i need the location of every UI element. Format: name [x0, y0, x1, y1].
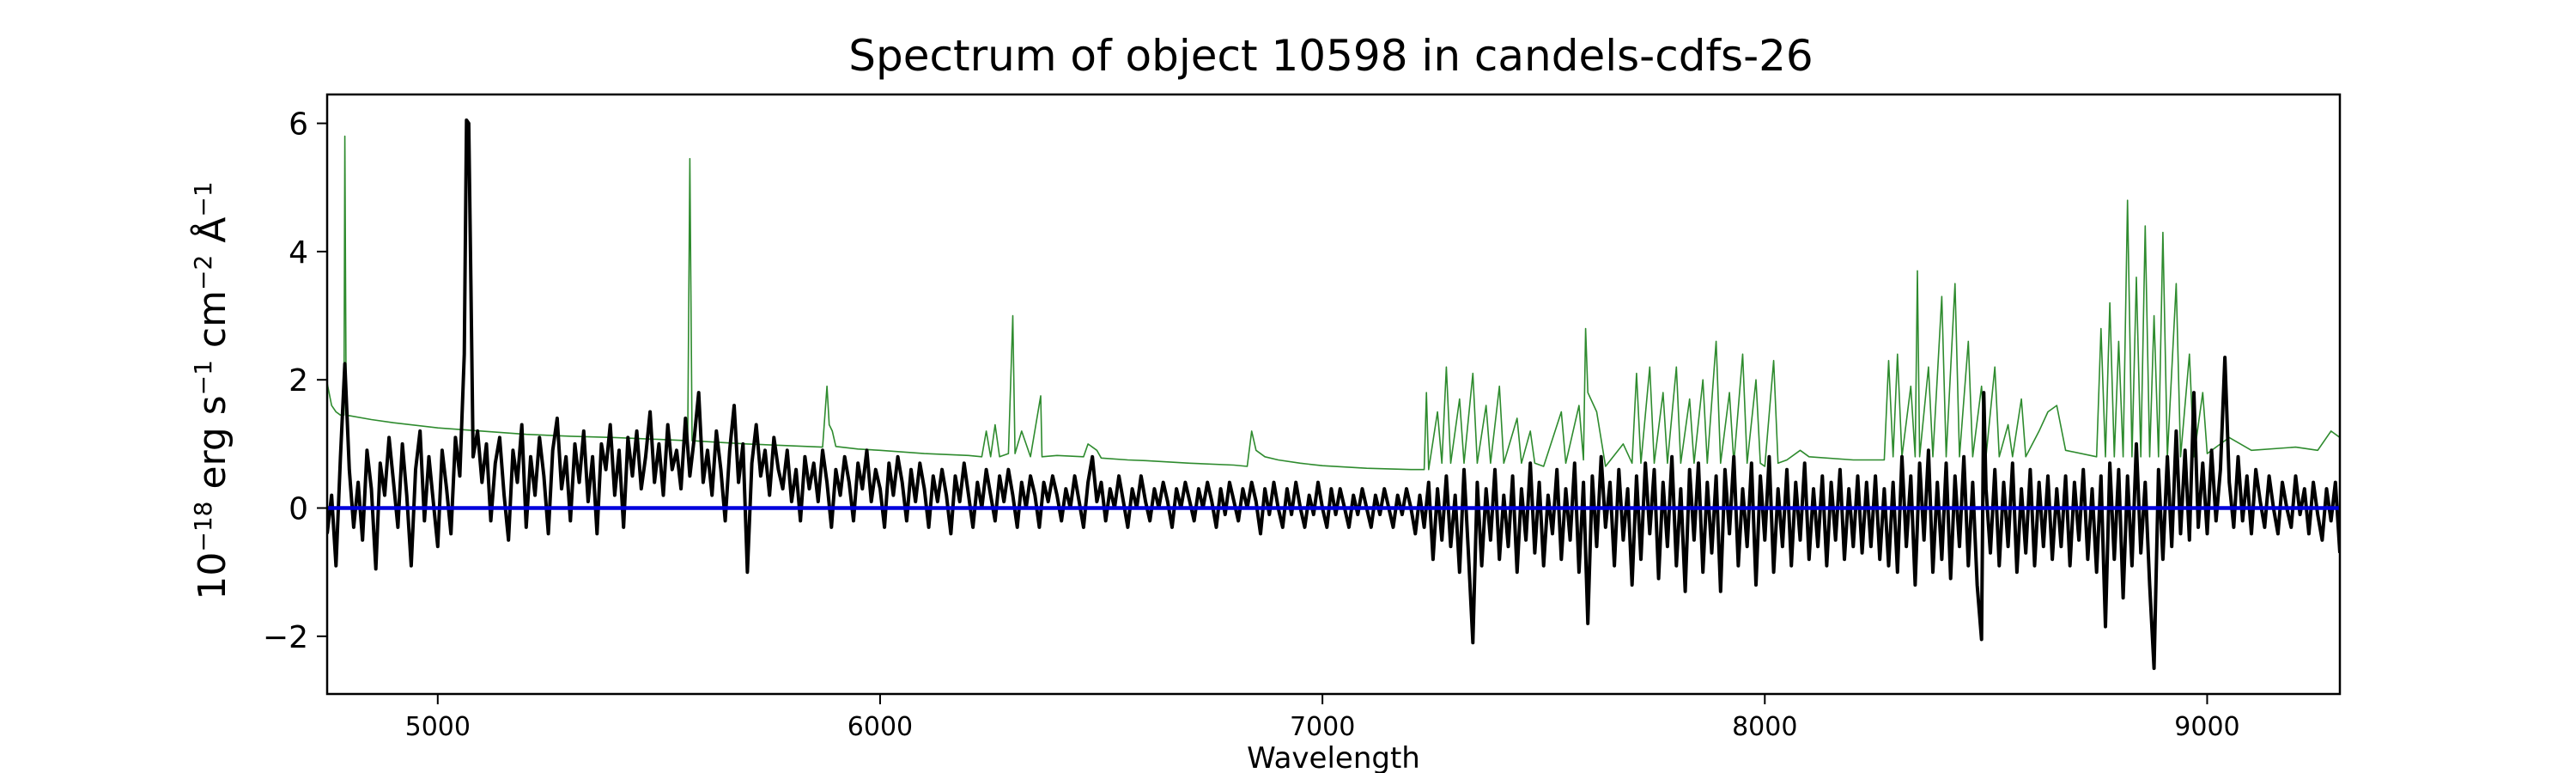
x-tick-label: 8000 [1732, 712, 1797, 742]
y-axis-label: 10−18 erg s−1 cm−2 Å−1 [189, 181, 235, 600]
y-tick-label: 6 [289, 107, 308, 143]
ylabel-unit-cm: cm [191, 290, 234, 360]
model-template-line [327, 135, 2340, 471]
tick-layer: 5000 6000 7000 8000 9000 −2 0 2 4 6 [263, 107, 2240, 742]
ylabel-exp-4: −1 [189, 181, 217, 216]
axes-frame [325, 93, 2342, 696]
plot-area [327, 118, 2340, 671]
x-tick-label: 5000 [405, 712, 471, 742]
ylabel-exp-2: −1 [189, 360, 217, 395]
ylabel-exp-1: −18 [189, 502, 217, 552]
ylabel-unit-erg: erg s [191, 395, 234, 501]
ylabel-base: 10 [191, 552, 234, 600]
object-spectrum-line [327, 118, 2340, 671]
y-tick-label: 0 [289, 492, 308, 527]
series-layer [327, 118, 2340, 671]
x-tick-label: 6000 [848, 712, 913, 742]
ylabel-unit-angstrom: Å [189, 217, 234, 255]
y-tick-label: −2 [263, 620, 308, 655]
x-tick-label: 7000 [1290, 712, 1355, 742]
chart-title: Spectrum of object 10598 in candels-cdfs… [848, 31, 1814, 81]
x-tick-label: 9000 [2174, 712, 2239, 742]
y-tick-label: 4 [289, 235, 308, 271]
x-axis-label: Wavelength [1247, 741, 1420, 773]
y-tick-label: 2 [289, 363, 308, 399]
ylabel-exp-3: −2 [189, 255, 217, 290]
